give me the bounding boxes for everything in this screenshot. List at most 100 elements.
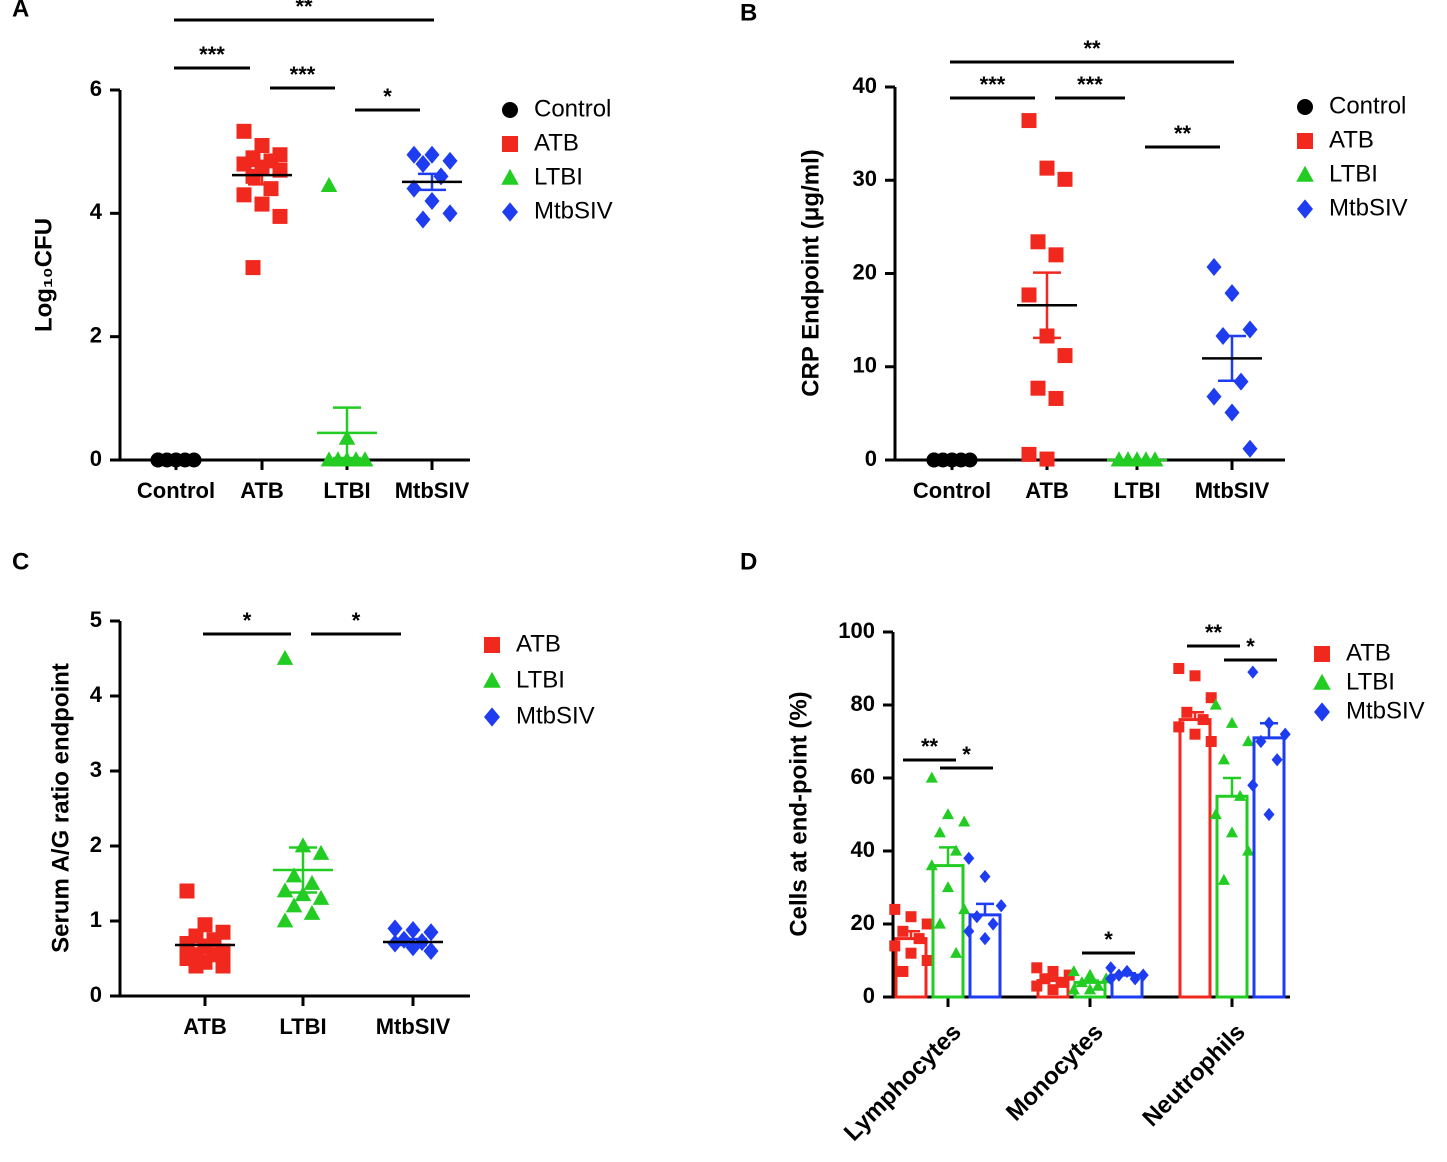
significance-label: ** bbox=[1174, 121, 1192, 146]
point bbox=[276, 912, 294, 928]
point bbox=[987, 917, 999, 931]
y-tick-label: 4 bbox=[90, 199, 103, 224]
point bbox=[1173, 663, 1185, 674]
panel-letter: C bbox=[12, 548, 29, 575]
point bbox=[320, 176, 338, 192]
point bbox=[921, 955, 933, 966]
point bbox=[285, 897, 303, 913]
point bbox=[1217, 873, 1230, 885]
y-tick-label: 100 bbox=[838, 618, 875, 643]
point bbox=[179, 883, 195, 899]
legend-label: LTBI bbox=[516, 666, 565, 693]
significance-label: * bbox=[383, 84, 392, 109]
point bbox=[254, 138, 270, 153]
point bbox=[1247, 665, 1259, 679]
significance-label: * bbox=[352, 608, 361, 633]
significance-label: ** bbox=[1083, 36, 1101, 61]
legend-marker bbox=[1314, 646, 1330, 662]
point bbox=[995, 899, 1007, 913]
point bbox=[276, 882, 294, 898]
y-tick-label: 10 bbox=[853, 353, 877, 378]
point bbox=[1206, 387, 1222, 406]
point bbox=[1113, 968, 1125, 982]
point bbox=[312, 889, 330, 905]
point bbox=[1279, 727, 1291, 741]
point bbox=[1057, 348, 1073, 364]
legend-label: ATB bbox=[516, 630, 561, 657]
significance-label: * bbox=[1246, 634, 1255, 659]
point bbox=[933, 826, 946, 838]
point bbox=[1225, 716, 1239, 728]
point bbox=[979, 869, 991, 884]
point bbox=[925, 859, 938, 871]
point bbox=[1263, 807, 1275, 822]
significance-label: * bbox=[1104, 927, 1113, 952]
point bbox=[312, 844, 330, 860]
point bbox=[1189, 670, 1201, 682]
y-tick-label: 40 bbox=[853, 73, 877, 98]
point bbox=[1030, 380, 1046, 396]
bar bbox=[1252, 736, 1286, 999]
point bbox=[905, 911, 917, 923]
legend-marker bbox=[484, 637, 500, 653]
significance-label: *** bbox=[199, 42, 225, 67]
x-tick-label: Control bbox=[913, 478, 991, 503]
x-tick-label: MtbSIV bbox=[1195, 478, 1270, 503]
point bbox=[1031, 980, 1043, 992]
point bbox=[1181, 706, 1193, 718]
y-tick-label: 3 bbox=[90, 757, 102, 782]
y-tick-label: 80 bbox=[851, 691, 875, 716]
significance-label: *** bbox=[980, 72, 1006, 97]
point bbox=[1205, 692, 1217, 704]
point bbox=[1047, 984, 1059, 996]
x-tick-label: ATB bbox=[240, 478, 284, 503]
y-axis-label: Log₁₀CFU bbox=[30, 218, 57, 332]
point bbox=[1039, 451, 1055, 467]
significance-label: ** bbox=[1205, 620, 1223, 645]
point bbox=[958, 903, 971, 915]
point bbox=[1209, 808, 1222, 820]
point bbox=[979, 932, 991, 946]
x-tick-label: MtbSIV bbox=[395, 478, 470, 503]
point bbox=[1083, 983, 1097, 995]
y-axis-label: CRP Endpoint (μg/ml) bbox=[797, 149, 824, 397]
legend-marker bbox=[484, 707, 500, 727]
point bbox=[1092, 979, 1105, 991]
point bbox=[1039, 160, 1055, 176]
point bbox=[303, 874, 321, 890]
point bbox=[423, 942, 439, 960]
significance-label: ** bbox=[921, 734, 939, 759]
point bbox=[1242, 735, 1255, 747]
legend-marker bbox=[1297, 133, 1313, 149]
point bbox=[1209, 698, 1222, 710]
point bbox=[950, 844, 963, 856]
point bbox=[1234, 789, 1247, 801]
x-tick-label: Neutrophils bbox=[1137, 1019, 1250, 1132]
legend-label: Control bbox=[1329, 92, 1406, 119]
point bbox=[1057, 171, 1073, 187]
point bbox=[245, 260, 261, 276]
y-tick-label: 2 bbox=[90, 832, 102, 857]
legend-label: MtbSIV bbox=[1346, 697, 1425, 724]
legend-label: LTBI bbox=[1346, 668, 1395, 695]
point bbox=[963, 851, 975, 865]
point bbox=[958, 815, 971, 827]
panel-letter: D bbox=[740, 548, 757, 575]
point bbox=[963, 924, 975, 938]
point bbox=[424, 145, 440, 164]
point bbox=[1217, 753, 1230, 765]
significance-label: ** bbox=[295, 0, 313, 19]
point bbox=[406, 145, 422, 164]
point bbox=[905, 947, 917, 959]
point bbox=[1039, 973, 1051, 985]
legend-marker bbox=[1296, 165, 1314, 182]
point bbox=[1247, 778, 1259, 792]
point bbox=[1197, 714, 1209, 726]
point bbox=[1021, 446, 1037, 462]
legend-marker bbox=[1297, 199, 1313, 219]
point bbox=[941, 808, 955, 820]
legend-marker bbox=[1313, 673, 1331, 690]
significance-label: *** bbox=[290, 62, 316, 87]
point bbox=[1242, 439, 1258, 458]
